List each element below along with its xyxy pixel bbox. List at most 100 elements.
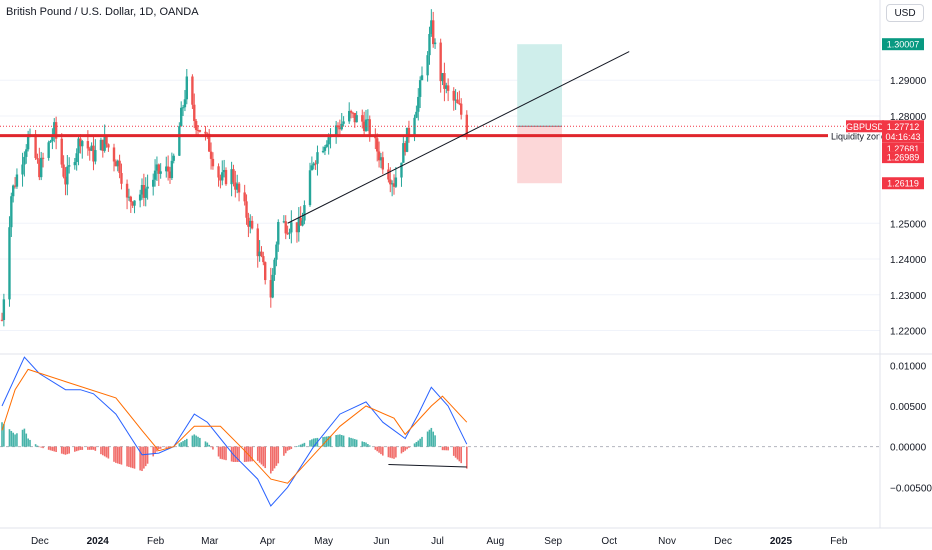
candle-body [21,164,24,175]
macd-histogram-bar [456,446,459,460]
macd-histogram-bar [77,446,80,451]
candle-body [374,136,377,139]
macd-histogram-bar [55,446,57,453]
macd-histogram-bar [251,446,253,462]
candle-body [40,157,43,178]
macd-histogram-bar [284,446,287,454]
time-tick-label: Sep [544,536,562,547]
candle-body [387,169,390,180]
macd-histogram-bar [413,443,416,447]
macd-histogram-bar [210,446,212,448]
macd-histogram-bar [426,431,429,447]
time-tick-label: Oct [601,536,617,547]
macd-histogram-bar [288,446,291,450]
candle-body [232,169,235,183]
macd-histogram-bar [217,446,220,457]
macd-histogram-bar [23,428,26,447]
time-tick-label: Dec [714,536,732,547]
candle-body [38,159,41,178]
macd-histogram-bar [139,446,141,471]
macd-histogram-bar [273,446,276,469]
candle-body [336,125,340,128]
macd-histogram-bar [60,446,63,454]
candle-body [439,42,442,82]
macd-histogram-bar [376,446,379,452]
macd-histogram-bar [441,446,444,451]
candle-body [230,169,233,185]
macd-histogram-bar [74,446,76,452]
drawings: Liquidity zone [0,51,886,224]
candle-body [465,114,469,137]
target-price-label: 1.30007 [887,40,920,50]
macd-histogram-bar [327,436,330,447]
macd-tick-label: −0.00500 [890,483,932,494]
macd-histogram-bar [107,446,110,459]
macd-histogram-bar [277,446,280,464]
macd-histogram-bar [29,439,31,447]
macd-tick-label: 0.01000 [890,361,927,372]
macd-histogram-bar [432,431,435,447]
macd-histogram-bar [51,446,54,451]
candle-body [79,138,82,147]
price-label-bg [882,177,924,190]
macd-histogram-bar [94,446,97,451]
candle-body [53,122,56,137]
macd-histogram-bar [417,440,420,447]
candle-body [131,201,134,206]
macd-histogram-bar [387,446,390,458]
candle-body [295,222,299,233]
price-tick-label: 1.29000 [890,76,927,87]
candle-body [168,171,172,179]
macd-histogram-bar [314,438,317,447]
candle-body [310,165,314,171]
candle-body [75,153,78,163]
macd-histogram-bar [12,432,15,447]
candle-body [90,145,93,151]
price-label-bg [882,38,924,51]
candle-body [290,222,293,233]
macd-histogram-bar [115,446,117,463]
macd-histogram-bar [21,429,24,447]
candle-body [361,115,364,122]
macd-histogram-bar [447,446,449,451]
candle-body [271,274,274,298]
candle-body [26,134,30,150]
time-tick-label: Nov [658,536,676,547]
candle-body [415,111,418,118]
macd-histogram-bar [452,446,455,456]
macd-histogram-bar [258,446,261,463]
macd-histogram-bar [393,446,395,459]
price-tick-label: 1.22000 [890,327,927,338]
time-tick-label: Feb [147,536,165,547]
candle-body [94,150,97,162]
candle-body [323,146,327,151]
candle-body [404,143,407,152]
macd-histogram-bar [342,435,345,447]
macd-histogram-bar [337,434,339,447]
macd-histogram-bar [262,446,265,467]
candle-body [381,157,385,170]
macd-histogram-bar [335,435,337,447]
candle-body [456,99,459,104]
macd-histogram-bar [326,436,328,447]
macd-histogram-bar [1,422,3,447]
symbol-label-bg [846,120,884,133]
candle-body [334,125,338,135]
candle-body [204,131,207,134]
macd-histogram-bar [199,437,201,447]
candle-body [62,164,65,177]
macd-histogram-bar [408,446,410,448]
macd-histogram-bar [219,446,222,459]
macd-histogram-bar [404,446,407,451]
macd-histogram-bar [290,446,293,449]
candle-body [325,144,329,147]
macd-histogram-bar [382,446,384,456]
currency-button[interactable]: USD [886,4,924,22]
macd-histogram-bar [340,435,343,447]
candle-body [349,110,353,113]
candle-body [327,137,330,145]
time-tick-label: Jun [373,536,389,547]
